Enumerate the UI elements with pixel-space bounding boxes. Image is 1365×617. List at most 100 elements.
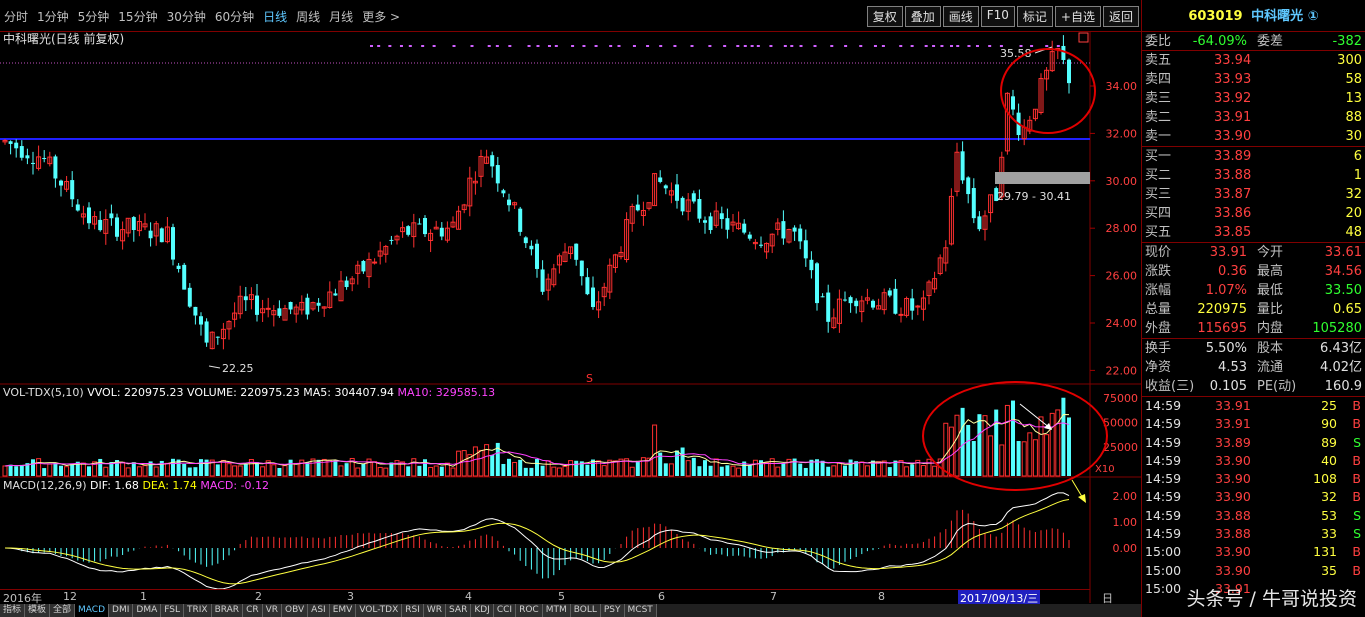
highlight-circle — [1001, 49, 1095, 133]
stat-value: 105280 — [1312, 319, 1362, 338]
indicator-tab-23[interactable]: PSY — [601, 604, 625, 617]
indicator-tab-13[interactable]: EMV — [330, 604, 357, 617]
signal-dot — [790, 45, 793, 47]
tool-button-4[interactable]: 标记 — [1017, 6, 1053, 27]
volume-bar — [524, 468, 528, 476]
indicator-tab-12[interactable]: ASI — [308, 604, 330, 617]
period-tab-8[interactable]: 月线 — [329, 8, 353, 25]
volume-bar — [132, 462, 136, 476]
tick-price: 33.90 — [1215, 452, 1251, 470]
period-tab-6[interactable]: 日线 — [263, 8, 287, 25]
stock-name[interactable]: 中科曙光 — [1251, 9, 1303, 24]
candle-body — [697, 199, 701, 219]
volume-bar — [356, 468, 360, 476]
period-tab-5[interactable]: 60分钟 — [215, 8, 254, 25]
indicator-tab-19[interactable]: CCI — [494, 604, 516, 617]
volume-bar — [429, 467, 433, 476]
period-tab-9[interactable]: 更多 > — [362, 8, 400, 25]
tick-volume: 131 — [1313, 543, 1337, 561]
indicator-tab-15[interactable]: RSI — [402, 604, 424, 617]
indicator-tab-16[interactable]: WR — [424, 604, 446, 617]
candle-body — [574, 244, 578, 260]
bid-label: 买二 — [1145, 166, 1171, 185]
period-tab-1[interactable]: 1分钟 — [37, 8, 69, 25]
indicator-tab-7[interactable]: TRIX — [184, 604, 212, 617]
date-tick-3: 2 — [255, 590, 262, 603]
indicator-tab-21[interactable]: MTM — [543, 604, 571, 617]
period-tab-2[interactable]: 5分钟 — [78, 8, 110, 25]
date-tick-5: 4 — [465, 590, 472, 603]
tool-button-3[interactable]: F10 — [981, 6, 1015, 27]
indicator-tab-20[interactable]: ROC — [516, 604, 543, 617]
period-tab-3[interactable]: 15分钟 — [118, 8, 157, 25]
fund-label: 换手 — [1145, 339, 1171, 358]
indicator-tab-8[interactable]: BRAR — [212, 604, 243, 617]
indicator-tab-18[interactable]: KDJ — [471, 604, 494, 617]
price-tick-label: 32.00 — [1106, 127, 1138, 140]
volume-bar — [602, 466, 606, 476]
volume-bar — [501, 464, 505, 476]
candle-body — [821, 296, 825, 297]
fund-label: 收益(三) — [1145, 377, 1194, 396]
signal-dot — [751, 45, 754, 47]
signal-dot — [830, 45, 833, 47]
signal-dot — [723, 45, 726, 47]
candle-body — [1011, 96, 1015, 109]
candle-body — [1061, 46, 1065, 60]
indicator-tab-10[interactable]: VR — [263, 604, 282, 617]
tick-time: 15:00 — [1145, 562, 1181, 580]
indicator-tab-1[interactable]: 模板 — [25, 604, 50, 617]
candle-body — [804, 240, 808, 258]
tool-button-6[interactable]: 返回 — [1103, 6, 1139, 27]
tool-button-0[interactable]: 复权 — [867, 6, 903, 27]
period-tab-4[interactable]: 30分钟 — [167, 8, 206, 25]
fund-row-2: 收益(三) 0.105 PE(动) 160.9 — [1142, 377, 1365, 396]
period-tab-7[interactable]: 周线 — [296, 8, 320, 25]
bid-volume: 6 — [1354, 147, 1362, 166]
indicator-tab-2[interactable]: 全部 — [50, 604, 75, 617]
indicator-tab-11[interactable]: OBV — [282, 604, 308, 617]
candle-body — [109, 213, 113, 218]
candle-body — [216, 337, 220, 338]
indicator-tab-24[interactable]: MCST — [625, 604, 657, 617]
candle-body — [585, 277, 589, 294]
volume-bar — [669, 464, 673, 476]
indicator-tab-0[interactable]: 指标 — [0, 604, 25, 617]
fund-row-0: 换手 5.50% 股本 6.43亿 — [1142, 339, 1365, 358]
indicator-tab-9[interactable]: CR — [243, 604, 263, 617]
price-tick-label: 28.00 — [1106, 222, 1138, 235]
indicator-tab-5[interactable]: DMA — [133, 604, 161, 617]
volume-indicator-name: VOL-TDX(5,10) — [3, 386, 84, 399]
tick-price: 33.91 — [1215, 415, 1251, 433]
tool-button-1[interactable]: 叠加 — [905, 6, 941, 27]
indicator-tab-14[interactable]: VOL-TDX — [356, 604, 402, 617]
signal-dot — [844, 45, 847, 47]
candle-body — [87, 207, 91, 223]
candle-body — [910, 298, 914, 310]
tool-button-2[interactable]: 画线 — [943, 6, 979, 27]
vol-unit-label: X10 — [1095, 464, 1115, 475]
indicator-tab-4[interactable]: DMI — [109, 604, 133, 617]
corner-box-icon[interactable] — [1079, 33, 1088, 42]
volume-bar — [753, 460, 757, 476]
chart-canvas[interactable]: 34.0032.0030.0028.0026.0024.0022.0035.58… — [0, 0, 1141, 617]
ask-row-0: 卖五 33.94 300 — [1142, 51, 1365, 70]
candle-body — [854, 301, 858, 306]
period-tab-0[interactable]: 分时 — [4, 8, 28, 25]
indicator-tab-22[interactable]: BOLL — [571, 604, 601, 617]
date-tick-6: 5 — [558, 590, 565, 603]
indicator-tab-17[interactable]: SAR — [446, 604, 471, 617]
tick-row-9: 15:00 33.90 35 B — [1142, 562, 1365, 580]
indicator-tab-6[interactable]: FSL — [161, 604, 184, 617]
signal-dot — [882, 45, 885, 47]
tick-side: B — [1352, 452, 1361, 470]
volume-bar — [557, 468, 561, 476]
indicator-tab-3[interactable]: MACD — [75, 604, 109, 617]
volume-bar — [165, 463, 169, 476]
volume-bar — [1022, 442, 1026, 476]
candle-body — [345, 281, 349, 287]
volume-bar — [238, 466, 242, 476]
price-tick-label: 24.00 — [1106, 317, 1138, 330]
info-icon[interactable]: ① — [1308, 9, 1319, 24]
tool-button-5[interactable]: +自选 — [1055, 6, 1101, 27]
